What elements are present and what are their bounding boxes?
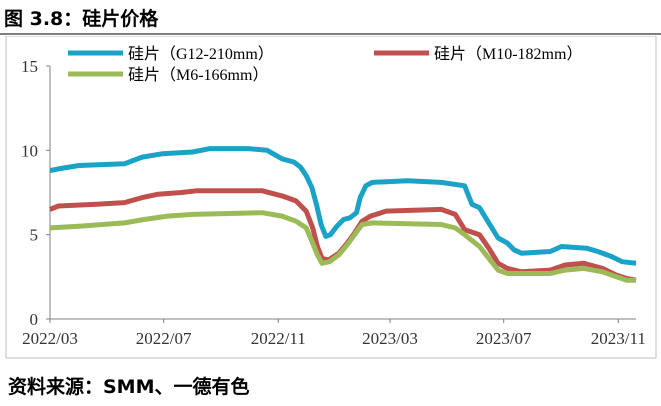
legend: 硅片（G12-210mm） 硅片（M10-182mm） 硅片（M6-166mm）: [68, 45, 582, 84]
x-tick-label: 2022/07: [136, 329, 192, 348]
chart-area: 0 5 10 15 2022/03 2022/07 2022/11 2023/03 2023/0…: [0, 35, 661, 360]
series-line-0: [49, 146, 637, 266]
series-line-1: [49, 188, 637, 283]
legend-label: 硅片（M10-182mm）: [434, 45, 582, 63]
chart-title: 图 3.8：硅片价格: [4, 8, 159, 30]
y-tick-label: 10: [21, 141, 38, 160]
legend-label: 硅片（M6-166mm）: [128, 66, 268, 84]
title-divider: [0, 33, 661, 35]
x-tick-label: 2022/11: [251, 329, 306, 348]
series-line-2: [49, 210, 636, 283]
axes: 0 5 10 15 2022/03 2022/07 2022/11 2023/03 2023/0…: [21, 57, 646, 348]
line-chart: 0 5 10 15 2022/03 2022/07 2022/11 2023/03 2023/0…: [5, 35, 657, 359]
y-tick-label: 0: [30, 310, 39, 329]
source-note: 资料来源：SMM、一德有色: [8, 376, 250, 398]
y-tick-label: 15: [21, 57, 38, 76]
x-tick-label: 2022/03: [22, 329, 78, 348]
chart-frame: [5, 35, 657, 359]
series-lines: [49, 146, 637, 283]
legend-label: 硅片（G12-210mm）: [128, 45, 274, 63]
x-tick-label: 2023/07: [476, 329, 532, 348]
y-tick-label: 5: [30, 226, 39, 245]
x-tick-label: 2023/03: [362, 329, 418, 348]
x-tick-label: 2023/11: [591, 329, 646, 348]
